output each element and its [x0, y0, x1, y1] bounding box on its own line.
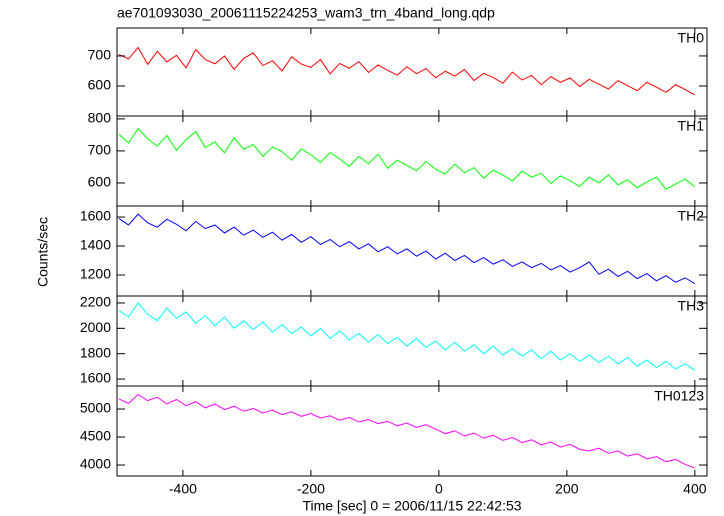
y-axis-label: Counts/sec — [35, 217, 51, 287]
series-line — [118, 302, 696, 371]
y-tick-label: 700 — [88, 142, 112, 158]
y-tick-label: 1400 — [80, 237, 111, 253]
panel-frame — [116, 205, 708, 297]
y-tick-label: 600 — [88, 174, 112, 190]
panel-frame — [116, 27, 708, 117]
series-line — [118, 213, 696, 285]
y-tick-label: 600 — [88, 77, 112, 93]
y-tick-label: 4500 — [80, 428, 111, 444]
y-tick-label: 1600 — [80, 370, 111, 386]
x-tick-label: 400 — [683, 481, 707, 497]
x-tick-label: -200 — [297, 481, 325, 497]
panel-label: TH0123 — [654, 388, 704, 404]
series-line — [118, 127, 696, 190]
y-tick-label: 1800 — [80, 344, 111, 360]
y-tick-label: 5000 — [80, 400, 111, 416]
panel-frame — [116, 115, 708, 207]
panel-label: TH0 — [678, 30, 705, 46]
x-tick-label: -400 — [169, 481, 197, 497]
series-line — [118, 393, 696, 469]
y-tick-label: 700 — [88, 47, 112, 63]
x-axis-label: Time [sec] 0 = 2006/11/15 22:42:53 — [302, 498, 521, 514]
panel-label: TH1 — [678, 118, 705, 134]
panel-frame — [116, 295, 708, 387]
series-line — [118, 46, 696, 96]
y-tick-label: 2200 — [80, 294, 111, 310]
y-tick-label: 2000 — [80, 319, 111, 335]
chart-title: ae701093030_20061115224253_wam3_trn_4ban… — [117, 5, 495, 21]
y-tick-label: 4000 — [80, 456, 111, 472]
y-tick-label: 1600 — [80, 208, 111, 224]
y-tick-label: 1200 — [80, 266, 111, 282]
x-tick-label: 200 — [555, 481, 579, 497]
panel-frame — [116, 385, 708, 477]
panel-label: TH3 — [678, 298, 705, 314]
x-tick-label: 0 — [435, 481, 443, 497]
panel-label: TH2 — [678, 208, 705, 224]
y-tick-label: 800 — [88, 110, 112, 126]
